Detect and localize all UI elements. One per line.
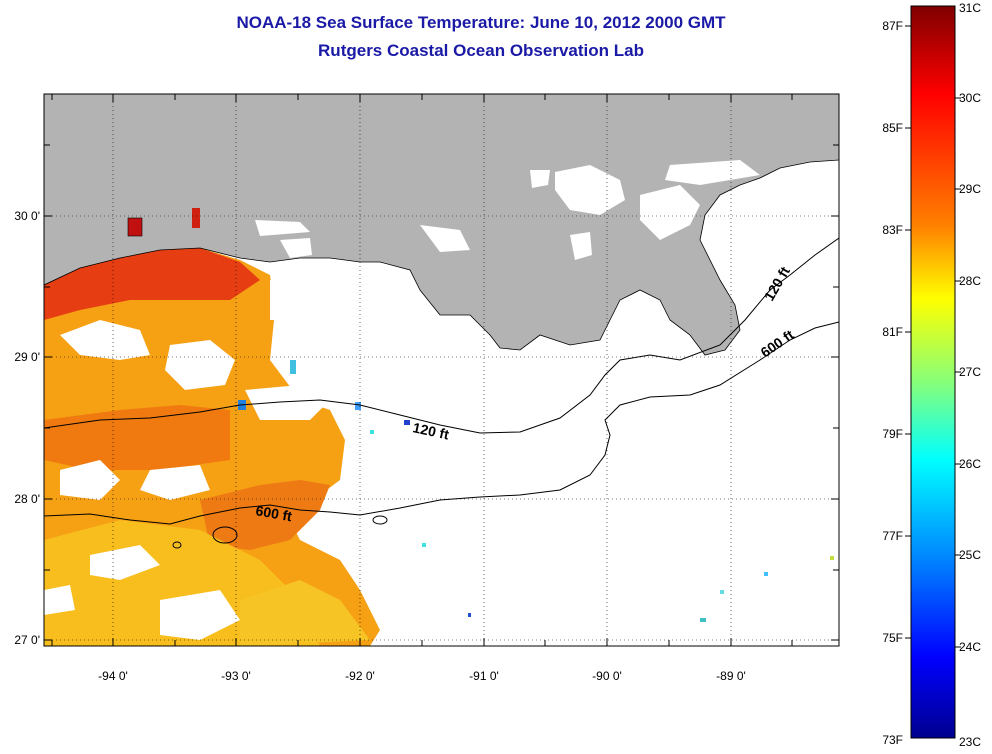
lon-label: -94 0' (98, 669, 128, 683)
colorbar-c-label: 28C (959, 274, 981, 288)
graticule (44, 94, 839, 646)
lon-label: -90 0' (592, 669, 622, 683)
map-subtitle: Rutgers Coastal Ocean Observation Lab (318, 41, 644, 60)
lon-label: -91 0' (469, 669, 499, 683)
contour-label-120ft-west: 120 ft (411, 419, 450, 442)
colorbar-c-label: 30C (959, 91, 981, 105)
contour-120ft (44, 237, 839, 434)
lat-label: 30 0' (14, 209, 40, 223)
lon-label: -93 0' (221, 669, 251, 683)
colorbar-c-label: 27C (959, 365, 981, 379)
colorbar-c-label: 31C (959, 1, 981, 15)
colorbar-f-label: 73F (882, 733, 903, 747)
lat-label: 27 0' (14, 633, 40, 647)
map-ticks (44, 94, 839, 646)
colorbar-c-label: 23C (959, 735, 981, 749)
colorbar-f-label: 87F (882, 19, 903, 33)
colorbar: 87F 85F 83F 81F 79F 77F 75F 73F 31C 30C … (882, 1, 981, 749)
colorbar-f-label: 75F (882, 631, 903, 645)
lon-label: -89 0' (716, 669, 746, 683)
map-plot-area: 120 ft 120 ft 600 ft 600 ft (44, 94, 839, 646)
colorbar-f-label: 85F (882, 121, 903, 135)
map-title: NOAA-18 Sea Surface Temperature: June 10… (236, 13, 726, 32)
colorbar-f-label: 77F (882, 529, 903, 543)
colorbar-f-label: 79F (882, 427, 903, 441)
map-frame (43, 93, 840, 647)
land-mass (44, 94, 839, 356)
colorbar-f-label: 83F (882, 223, 903, 237)
contour-600ft (44, 321, 839, 525)
colorbar-gradient (910, 5, 956, 739)
sst-data-layer (44, 248, 834, 646)
lat-label: 28 0' (14, 492, 40, 506)
colorbar-c-label: 29C (959, 182, 981, 196)
isobath-contours (44, 237, 839, 549)
lon-label: -92 0' (345, 669, 375, 683)
contour-label-600ft-west: 600 ft (254, 502, 293, 524)
colorbar-f-label: 81F (882, 325, 903, 339)
colorbar-c-label: 25C (959, 548, 981, 562)
lat-label: 29 0' (14, 350, 40, 364)
colorbar-c-label: 24C (959, 640, 981, 654)
colorbar-c-label: 26C (959, 457, 981, 471)
